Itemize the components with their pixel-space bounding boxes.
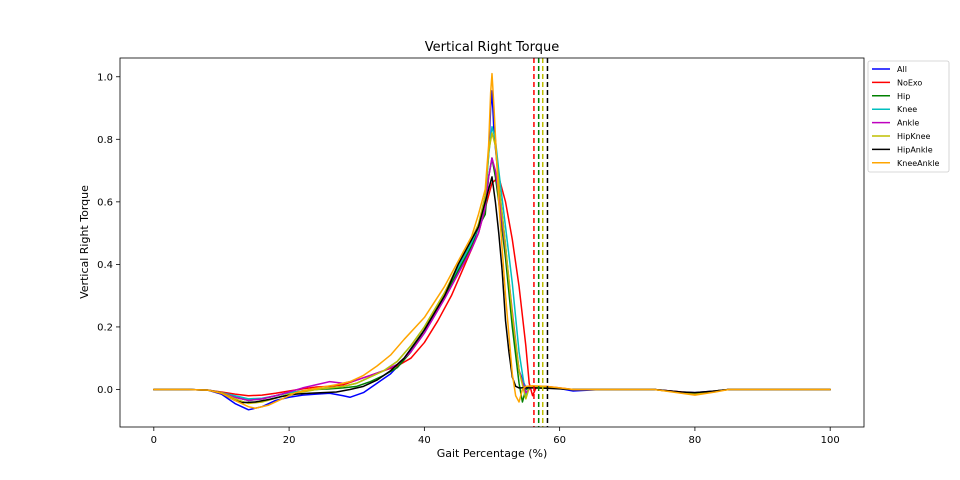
series-group — [153, 72, 831, 411]
legend-label: HipAnkle — [897, 145, 933, 154]
legend-label: All — [897, 65, 907, 74]
x-axis-ticks: 0 20 40 60 80 100 — [151, 427, 840, 446]
chart-title: Vertical Right Torque — [425, 40, 559, 55]
legend-label: KneeAnkle — [897, 159, 940, 168]
y-tick-label: 0.8 — [97, 135, 113, 146]
x-tick-label: 80 — [689, 435, 702, 446]
legend-label: Hip — [897, 92, 910, 101]
y-tick-label: 1.0 — [97, 72, 113, 83]
plot-background — [120, 58, 864, 427]
legend-label: NoExo — [897, 78, 922, 87]
legend-label: Knee — [897, 105, 917, 114]
legend-label: Ankle — [897, 119, 919, 128]
x-tick-label: 0 — [151, 435, 157, 446]
series-line-kneeankle — [153, 72, 831, 409]
plot-frame — [119, 57, 865, 428]
legend-label: HipKnee — [897, 132, 931, 141]
y-tick-label: 0.6 — [97, 197, 113, 208]
y-axis-ticks: 0.0 0.2 0.4 0.6 0.8 1.0 — [97, 72, 120, 396]
x-axis-label: Gait Percentage (%) — [437, 447, 548, 460]
y-tick-label: 0.4 — [97, 260, 113, 271]
y-tick-label: 0.2 — [97, 322, 113, 333]
x-tick-label: 100 — [821, 435, 840, 446]
x-tick-label: 40 — [418, 435, 431, 446]
vertical-marker-lines — [533, 58, 549, 427]
y-axis-label: Vertical Right Torque — [78, 185, 91, 299]
x-tick-label: 20 — [283, 435, 296, 446]
x-tick-label: 60 — [553, 435, 566, 446]
plot-area: 0 20 40 60 80 100 0.0 0.2 0.4 0.6 0.8 1.0 — [97, 57, 865, 446]
legend-box — [867, 60, 950, 173]
legend: AllNoExoHipKneeAnkleHipKneeHipAnkleKneeA… — [867, 60, 950, 173]
y-tick-label: 0.0 — [97, 385, 113, 396]
